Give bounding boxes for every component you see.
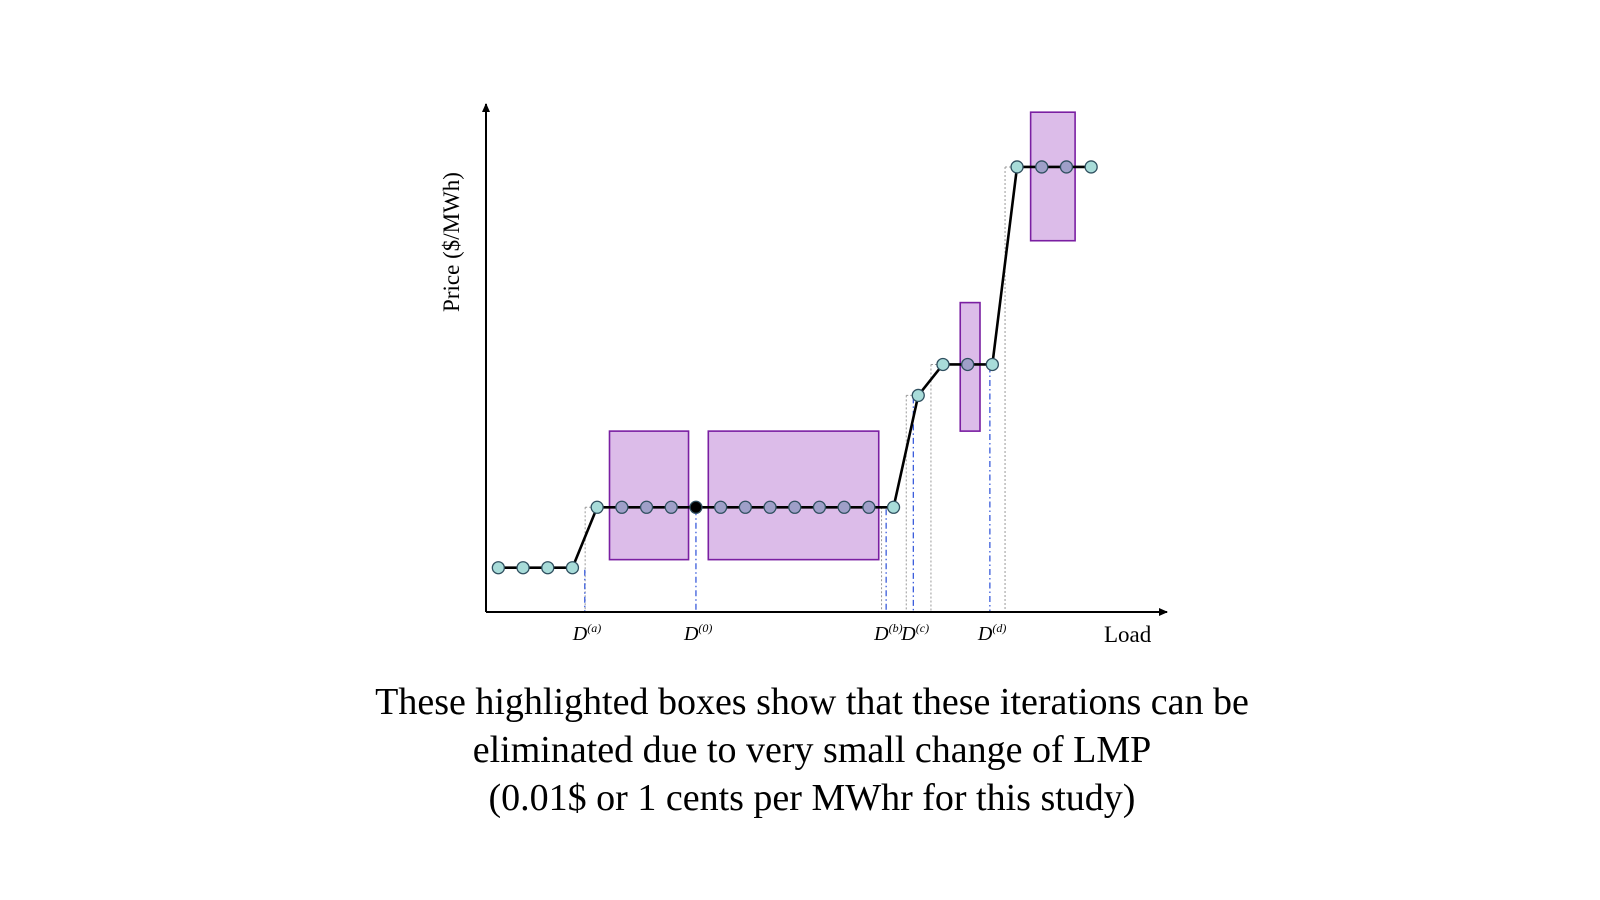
highlight-box [707, 430, 880, 561]
iteration-point [565, 561, 580, 575]
eliminated-iteration-point [837, 500, 851, 514]
highlight-box [1029, 111, 1076, 242]
eliminated-iteration-point [788, 500, 802, 514]
eliminated-iteration-point [862, 500, 876, 514]
eliminated-iteration-point [639, 500, 654, 514]
x-tick-label-superscript: (0) [698, 621, 712, 635]
iteration-point [985, 357, 999, 372]
x-tick-label-superscript: (c) [916, 621, 929, 635]
x-tick-label: D(a) [572, 621, 601, 645]
iteration-point [886, 500, 901, 514]
price-load-chart: D(a) D(0) D(b)D(c) D(d) Load Price ($/MWh) [439, 103, 1168, 647]
iteration-point [911, 388, 925, 403]
highlight-box [608, 430, 690, 561]
x-tick-label-superscript: (d) [992, 621, 1006, 635]
x-axis-label: Load [1104, 622, 1152, 647]
eliminated-iteration-point [812, 500, 827, 514]
eliminated-iteration-point [738, 500, 752, 514]
caption-line-3: (0.01$ or 1 cents per MWhr for this stud… [488, 777, 1136, 819]
eliminated-iteration-point [1059, 160, 1074, 174]
iteration-point [590, 500, 604, 514]
iteration-point [541, 561, 555, 575]
iteration-point [1010, 160, 1024, 174]
eliminated-iteration-point [615, 500, 629, 514]
caption-line-1: These highlighted boxes show that these … [375, 681, 1249, 723]
iteration-point [491, 561, 506, 575]
eliminated-iteration-point [714, 500, 728, 514]
y-axis-label: Price ($/MWh) [439, 172, 464, 312]
eliminated-iteration-point [664, 500, 678, 514]
eliminated-iteration-point [1035, 160, 1049, 174]
current-iteration-point [689, 500, 703, 514]
caption-line-2: eliminated due to very small change of L… [472, 729, 1152, 771]
x-tick-label: D(d) [977, 621, 1006, 645]
eliminated-iteration-point [763, 500, 777, 514]
x-tick-label: D(0) [683, 621, 712, 645]
iteration-point [936, 357, 950, 372]
x-tick-label-superscript: (a) [587, 621, 601, 635]
x-tick-label: D(b) [873, 621, 902, 645]
eliminated-iteration-point [961, 357, 975, 372]
iteration-point [516, 561, 530, 575]
iteration-point [1084, 160, 1098, 174]
x-tick-label-superscript: (b) [889, 621, 903, 635]
caption: These highlighted boxes show that these … [200, 678, 1424, 822]
x-tick-label: D(c) [900, 621, 929, 645]
